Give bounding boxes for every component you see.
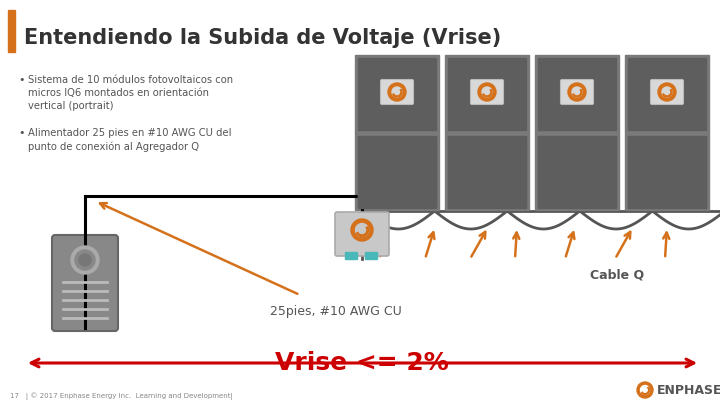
Circle shape — [392, 87, 402, 97]
Text: •: • — [18, 128, 24, 138]
Bar — [628, 137, 706, 207]
Circle shape — [575, 90, 580, 94]
Bar — [355, 55, 439, 210]
Circle shape — [665, 90, 670, 94]
Circle shape — [351, 219, 373, 241]
Text: Sistema de 10 módulos fotovoltaicos con
micros IQ6 montados en orientación
verti: Sistema de 10 módulos fotovoltaicos con … — [28, 75, 233, 111]
FancyBboxPatch shape — [560, 79, 593, 104]
Bar — [358, 58, 436, 130]
Text: Alimentador 25 pies en #10 AWG CU del
punto de conexión al Agregador Q: Alimentador 25 pies en #10 AWG CU del pu… — [28, 128, 232, 152]
Wedge shape — [572, 90, 582, 97]
Circle shape — [485, 90, 490, 94]
Text: Cable Q: Cable Q — [590, 269, 644, 282]
Circle shape — [71, 246, 99, 274]
Text: •: • — [18, 75, 24, 85]
Circle shape — [641, 386, 649, 394]
Circle shape — [478, 83, 496, 101]
FancyBboxPatch shape — [52, 235, 118, 331]
Wedge shape — [482, 90, 492, 97]
Bar — [358, 136, 436, 208]
Circle shape — [79, 254, 91, 266]
Bar — [538, 58, 616, 130]
Circle shape — [568, 83, 586, 101]
Circle shape — [388, 83, 406, 101]
Text: 25pies, #10 AWG CU: 25pies, #10 AWG CU — [270, 305, 402, 318]
Bar — [445, 55, 529, 210]
Bar — [448, 58, 526, 130]
Circle shape — [637, 382, 653, 398]
Circle shape — [662, 87, 672, 97]
FancyBboxPatch shape — [380, 79, 413, 104]
Bar — [535, 55, 619, 210]
FancyBboxPatch shape — [470, 79, 503, 104]
Bar — [448, 136, 526, 208]
FancyBboxPatch shape — [650, 79, 683, 104]
Text: Entendiendo la Subida de Voltaje (Vrise): Entendiendo la Subida de Voltaje (Vrise) — [24, 28, 501, 48]
FancyBboxPatch shape — [335, 212, 389, 256]
Wedge shape — [392, 90, 402, 97]
Wedge shape — [356, 227, 369, 237]
Circle shape — [75, 250, 95, 270]
Bar — [538, 136, 616, 208]
Circle shape — [643, 388, 647, 392]
Wedge shape — [662, 90, 672, 97]
Bar — [358, 137, 436, 207]
Bar — [628, 136, 706, 208]
Circle shape — [359, 226, 366, 234]
Circle shape — [356, 224, 369, 237]
Bar — [365, 252, 377, 259]
Wedge shape — [642, 387, 649, 394]
Bar — [628, 58, 706, 130]
Bar — [345, 252, 357, 259]
Text: Vrise <= 2%: Vrise <= 2% — [275, 351, 449, 375]
Bar — [8, 10, 15, 52]
Bar — [625, 55, 709, 210]
Circle shape — [658, 83, 676, 101]
Circle shape — [482, 87, 492, 97]
Circle shape — [572, 87, 582, 97]
Bar — [448, 137, 526, 207]
Circle shape — [395, 90, 400, 94]
Bar — [538, 137, 616, 207]
Text: ENPHASE.: ENPHASE. — [657, 384, 720, 396]
Text: 17   | © 2017 Enphase Energy Inc.  Learning and Development|: 17 | © 2017 Enphase Energy Inc. Learning… — [10, 392, 233, 400]
